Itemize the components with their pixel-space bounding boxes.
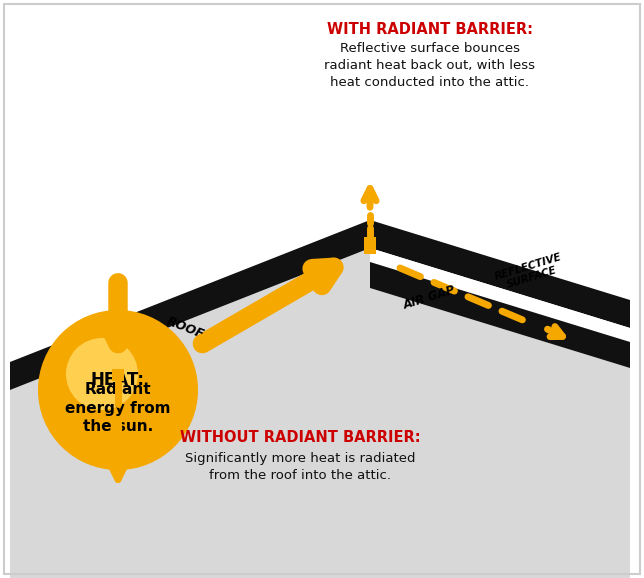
Polygon shape xyxy=(370,262,630,368)
Text: Radiant
energy from
the sun.: Radiant energy from the sun. xyxy=(65,382,171,434)
Text: WITH RADIANT BARRIER:: WITH RADIANT BARRIER: xyxy=(327,22,533,37)
Text: HEAT:: HEAT: xyxy=(91,371,145,389)
Text: WITHOUT RADIANT BARRIER:: WITHOUT RADIANT BARRIER: xyxy=(180,430,421,445)
Bar xyxy=(112,369,124,381)
Circle shape xyxy=(38,310,198,470)
Circle shape xyxy=(51,323,185,457)
Circle shape xyxy=(38,310,198,470)
Circle shape xyxy=(66,338,138,410)
Circle shape xyxy=(83,355,153,425)
Polygon shape xyxy=(10,248,630,578)
Polygon shape xyxy=(370,248,630,342)
Text: Significantly more heat is radiated
from the roof into the attic.: Significantly more heat is radiated from… xyxy=(185,452,415,482)
Circle shape xyxy=(57,329,179,451)
Text: AIR GAP: AIR GAP xyxy=(402,284,458,312)
Text: Reflective surface bounces
radiant heat back out, with less
heat conducted into : Reflective surface bounces radiant heat … xyxy=(325,42,536,89)
Bar xyxy=(364,242,376,254)
Text: ROOF: ROOF xyxy=(164,315,205,341)
Polygon shape xyxy=(10,220,370,390)
Circle shape xyxy=(44,316,192,464)
Circle shape xyxy=(70,342,166,438)
Circle shape xyxy=(64,336,173,444)
Polygon shape xyxy=(370,220,630,328)
Circle shape xyxy=(77,349,160,432)
Bar xyxy=(364,237,376,249)
Text: REFLECTIVE
SURFACE: REFLECTIVE SURFACE xyxy=(493,251,567,292)
